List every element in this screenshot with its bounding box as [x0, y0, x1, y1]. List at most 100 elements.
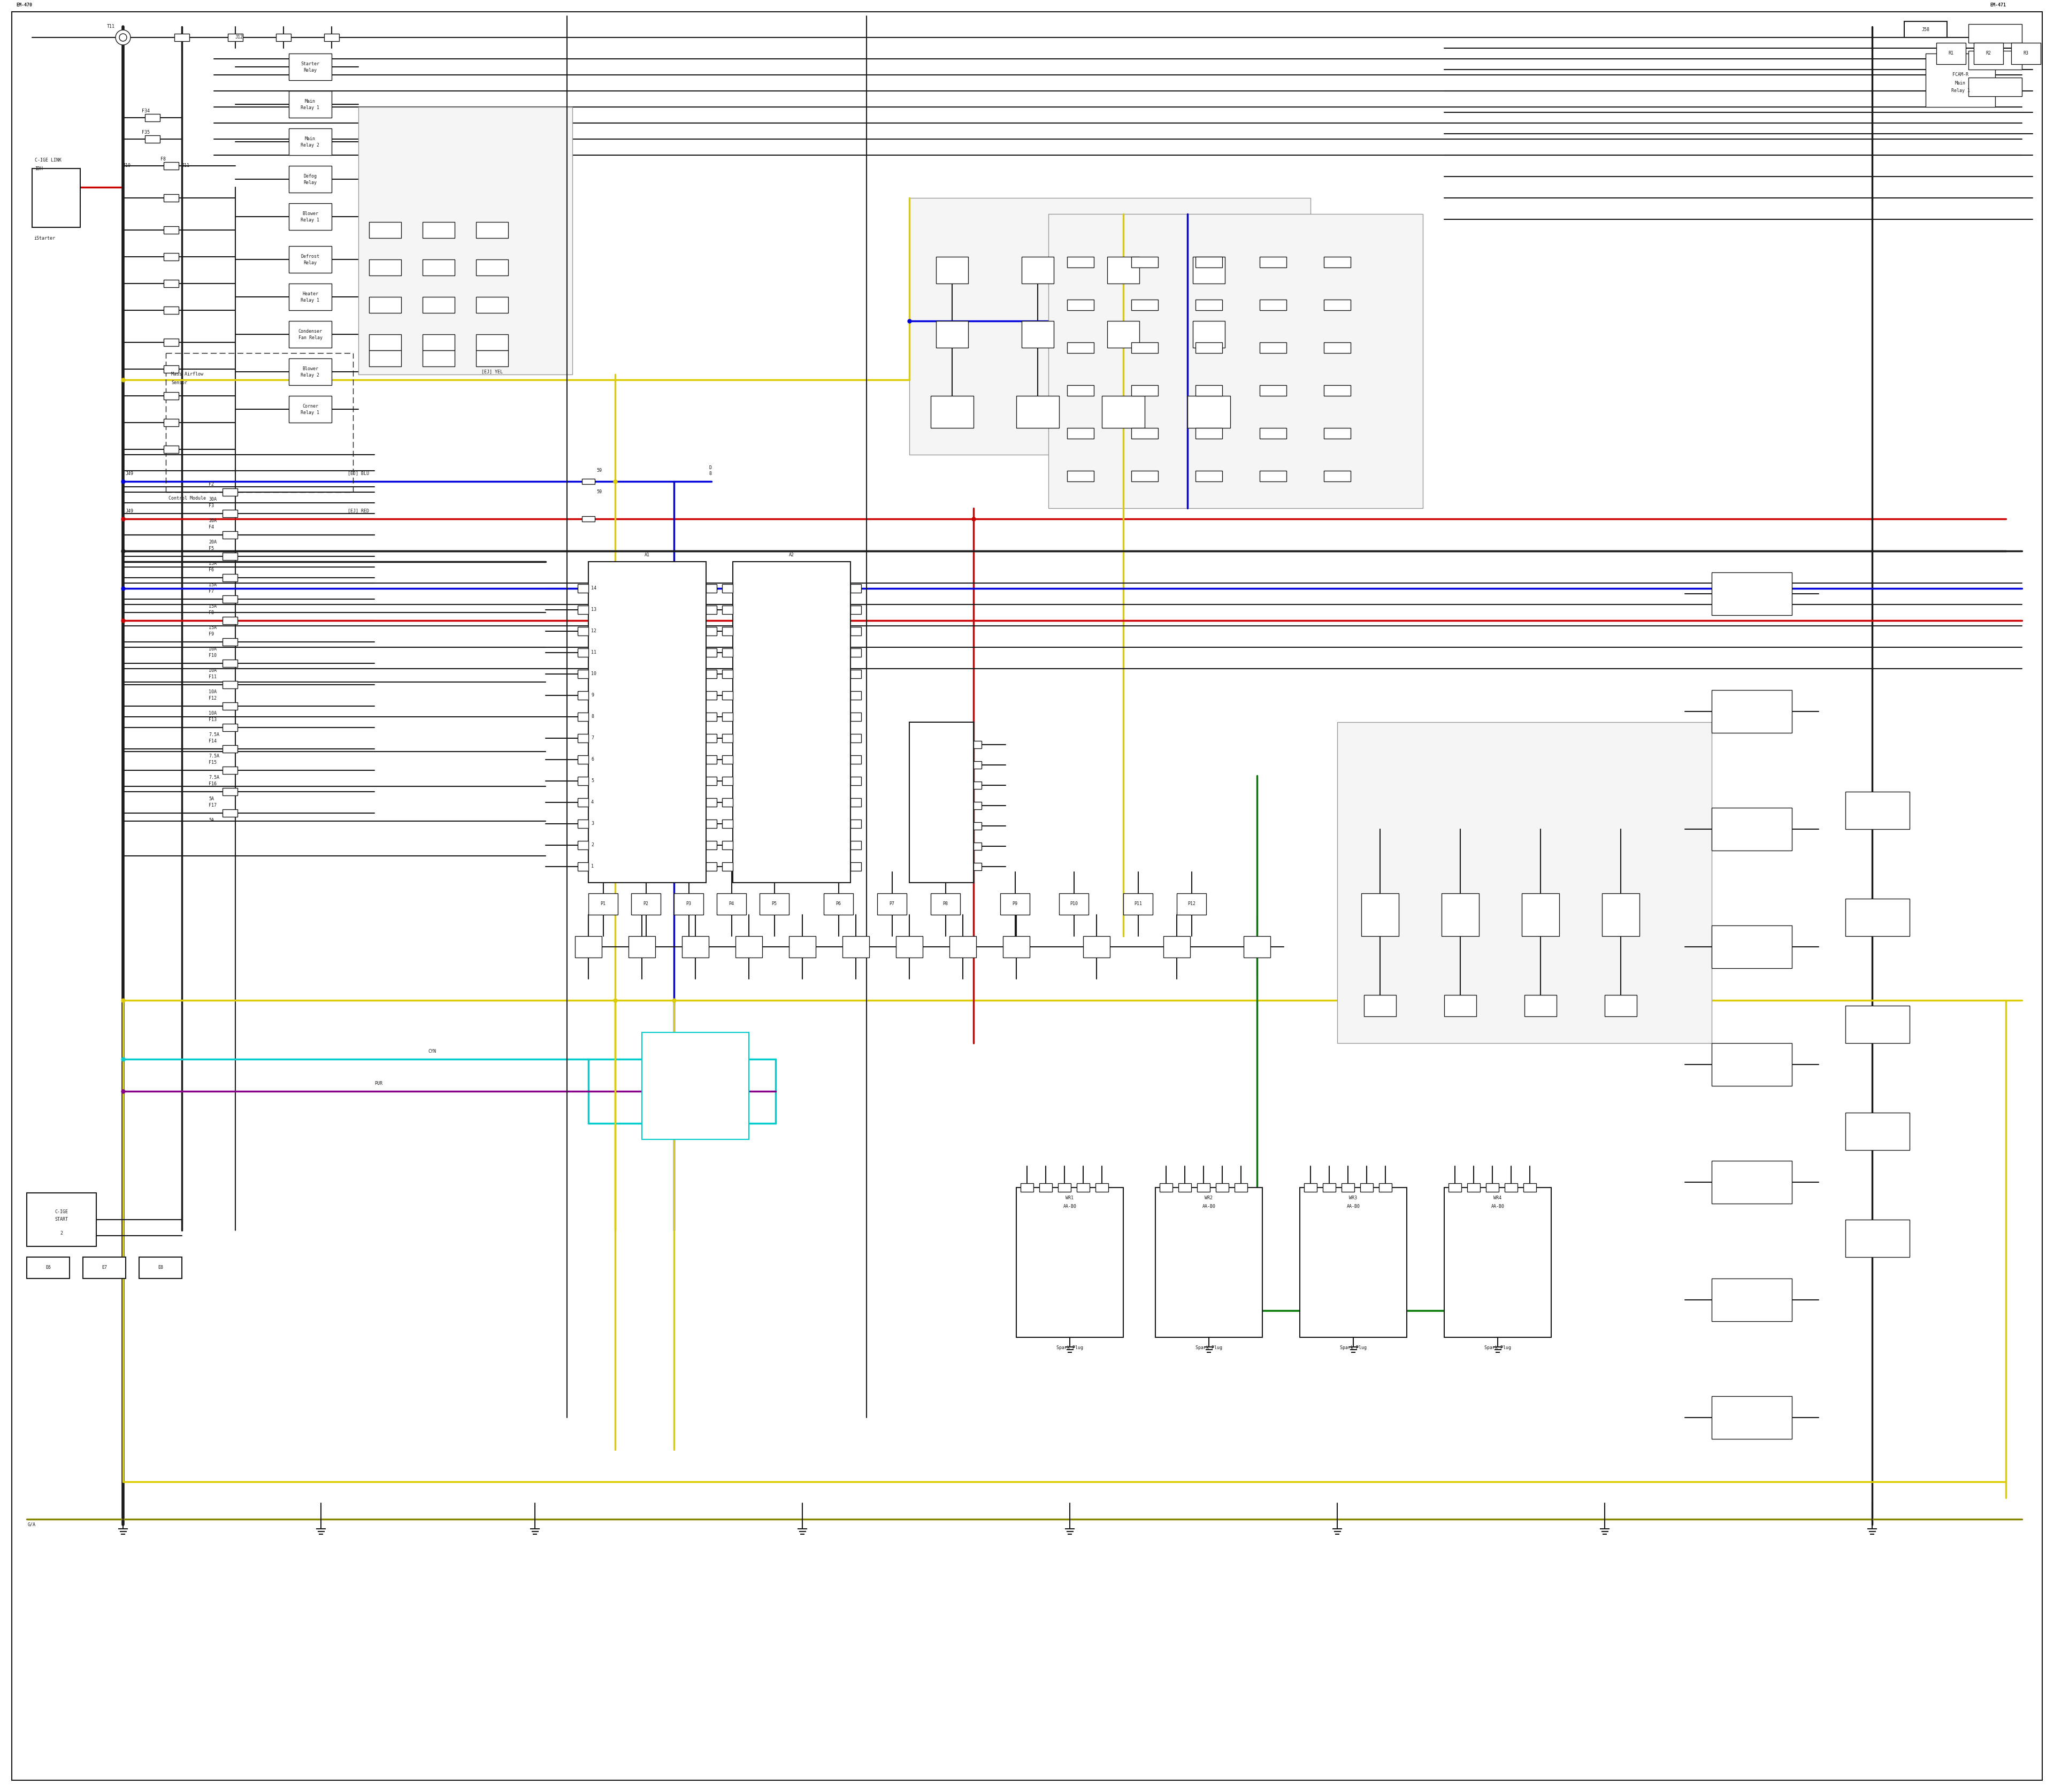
Bar [1506, 1183, 1518, 1192]
Bar [1068, 342, 1095, 353]
Text: J12: J12 [236, 36, 242, 39]
Bar [723, 584, 733, 593]
Text: P11: P11 [1134, 901, 1142, 907]
Text: F11: F11 [210, 676, 216, 679]
Bar [629, 935, 655, 957]
Bar [1195, 299, 1222, 310]
Text: A1: A1 [645, 554, 649, 557]
Bar [974, 801, 982, 810]
Bar [723, 670, 733, 679]
Text: 10A: 10A [210, 647, 216, 652]
Text: J58: J58 [1923, 27, 1929, 32]
Text: F6: F6 [210, 568, 214, 573]
Bar [577, 754, 587, 763]
Text: F8: F8 [160, 158, 166, 161]
Text: P5: P5 [772, 901, 776, 907]
Bar [707, 754, 717, 763]
Text: 20A: 20A [210, 518, 216, 523]
Bar [707, 606, 717, 615]
Bar [1017, 1188, 1124, 1337]
Bar [577, 840, 587, 849]
Bar [723, 840, 733, 849]
Bar [1337, 722, 1711, 1043]
Text: Relay 1: Relay 1 [1951, 88, 1970, 93]
Bar [1711, 925, 1791, 968]
Bar [1002, 935, 1029, 957]
Bar [850, 670, 861, 679]
Bar [357, 108, 573, 375]
Bar [723, 797, 733, 806]
Text: F15: F15 [210, 760, 216, 765]
Bar [222, 489, 238, 496]
Text: AA-B0: AA-B0 [1202, 1204, 1216, 1208]
Bar [577, 670, 587, 679]
Bar [1163, 935, 1189, 957]
Text: EM-471: EM-471 [1990, 4, 2007, 7]
Bar [577, 584, 587, 593]
Bar [477, 260, 507, 276]
Bar [850, 606, 861, 615]
Text: 13: 13 [592, 607, 596, 613]
Bar [575, 935, 602, 957]
Text: PUR: PUR [374, 1081, 382, 1086]
Bar [789, 935, 815, 957]
Text: F10: F10 [210, 654, 216, 658]
Bar [1522, 894, 1559, 935]
Text: Defog: Defog [304, 174, 316, 179]
Bar [370, 351, 401, 366]
Text: 7: 7 [592, 737, 594, 740]
Text: Spark Plug: Spark Plug [1339, 1346, 1366, 1351]
Bar [1325, 385, 1352, 396]
Text: Relay 1: Relay 1 [300, 410, 320, 416]
Bar [1132, 385, 1158, 396]
Text: Relay: Relay [304, 262, 316, 265]
Bar [27, 1256, 70, 1278]
Text: F12: F12 [210, 697, 216, 701]
Bar [290, 396, 331, 423]
Bar [1602, 894, 1639, 935]
Bar [974, 862, 982, 871]
Text: F3: F3 [210, 504, 214, 509]
Bar [1524, 1183, 1536, 1192]
Text: 10: 10 [592, 672, 596, 676]
Text: AA-B0: AA-B0 [1064, 1204, 1076, 1208]
Bar [717, 894, 746, 914]
Bar [222, 788, 238, 796]
Text: [EJ] YEL: [EJ] YEL [481, 369, 503, 375]
Bar [1021, 256, 1054, 283]
Bar [974, 740, 982, 749]
Bar [222, 767, 238, 774]
Bar [1132, 428, 1158, 439]
Text: 5: 5 [592, 778, 594, 783]
Bar [1325, 299, 1352, 310]
Bar [1068, 428, 1095, 439]
Bar [1048, 213, 1423, 509]
Bar [735, 935, 762, 957]
Bar [1341, 1183, 1354, 1192]
Bar [850, 735, 861, 742]
Bar [1039, 1183, 1052, 1192]
Text: START: START [55, 1217, 68, 1222]
Text: E6: E6 [45, 1265, 51, 1271]
Bar [577, 797, 587, 806]
Bar [164, 419, 179, 426]
Bar [1448, 1183, 1460, 1192]
Bar [290, 202, 331, 229]
Text: FCAM-R: FCAM-R [1953, 72, 1968, 77]
Text: F35: F35 [142, 131, 150, 134]
Bar [1021, 321, 1054, 348]
Text: J10: J10 [123, 163, 131, 168]
Text: 5A: 5A [210, 797, 214, 801]
Bar [1968, 77, 2021, 97]
Text: P1: P1 [600, 901, 606, 907]
Text: 11: 11 [592, 650, 596, 656]
Bar [290, 283, 331, 310]
Text: Relay 2: Relay 2 [300, 373, 320, 378]
Bar [974, 762, 982, 769]
Bar [228, 34, 242, 41]
Text: Relay 2: Relay 2 [300, 143, 320, 149]
Bar [1132, 342, 1158, 353]
Bar [707, 649, 717, 658]
Bar [1076, 1183, 1089, 1192]
Text: 9: 9 [592, 694, 594, 697]
